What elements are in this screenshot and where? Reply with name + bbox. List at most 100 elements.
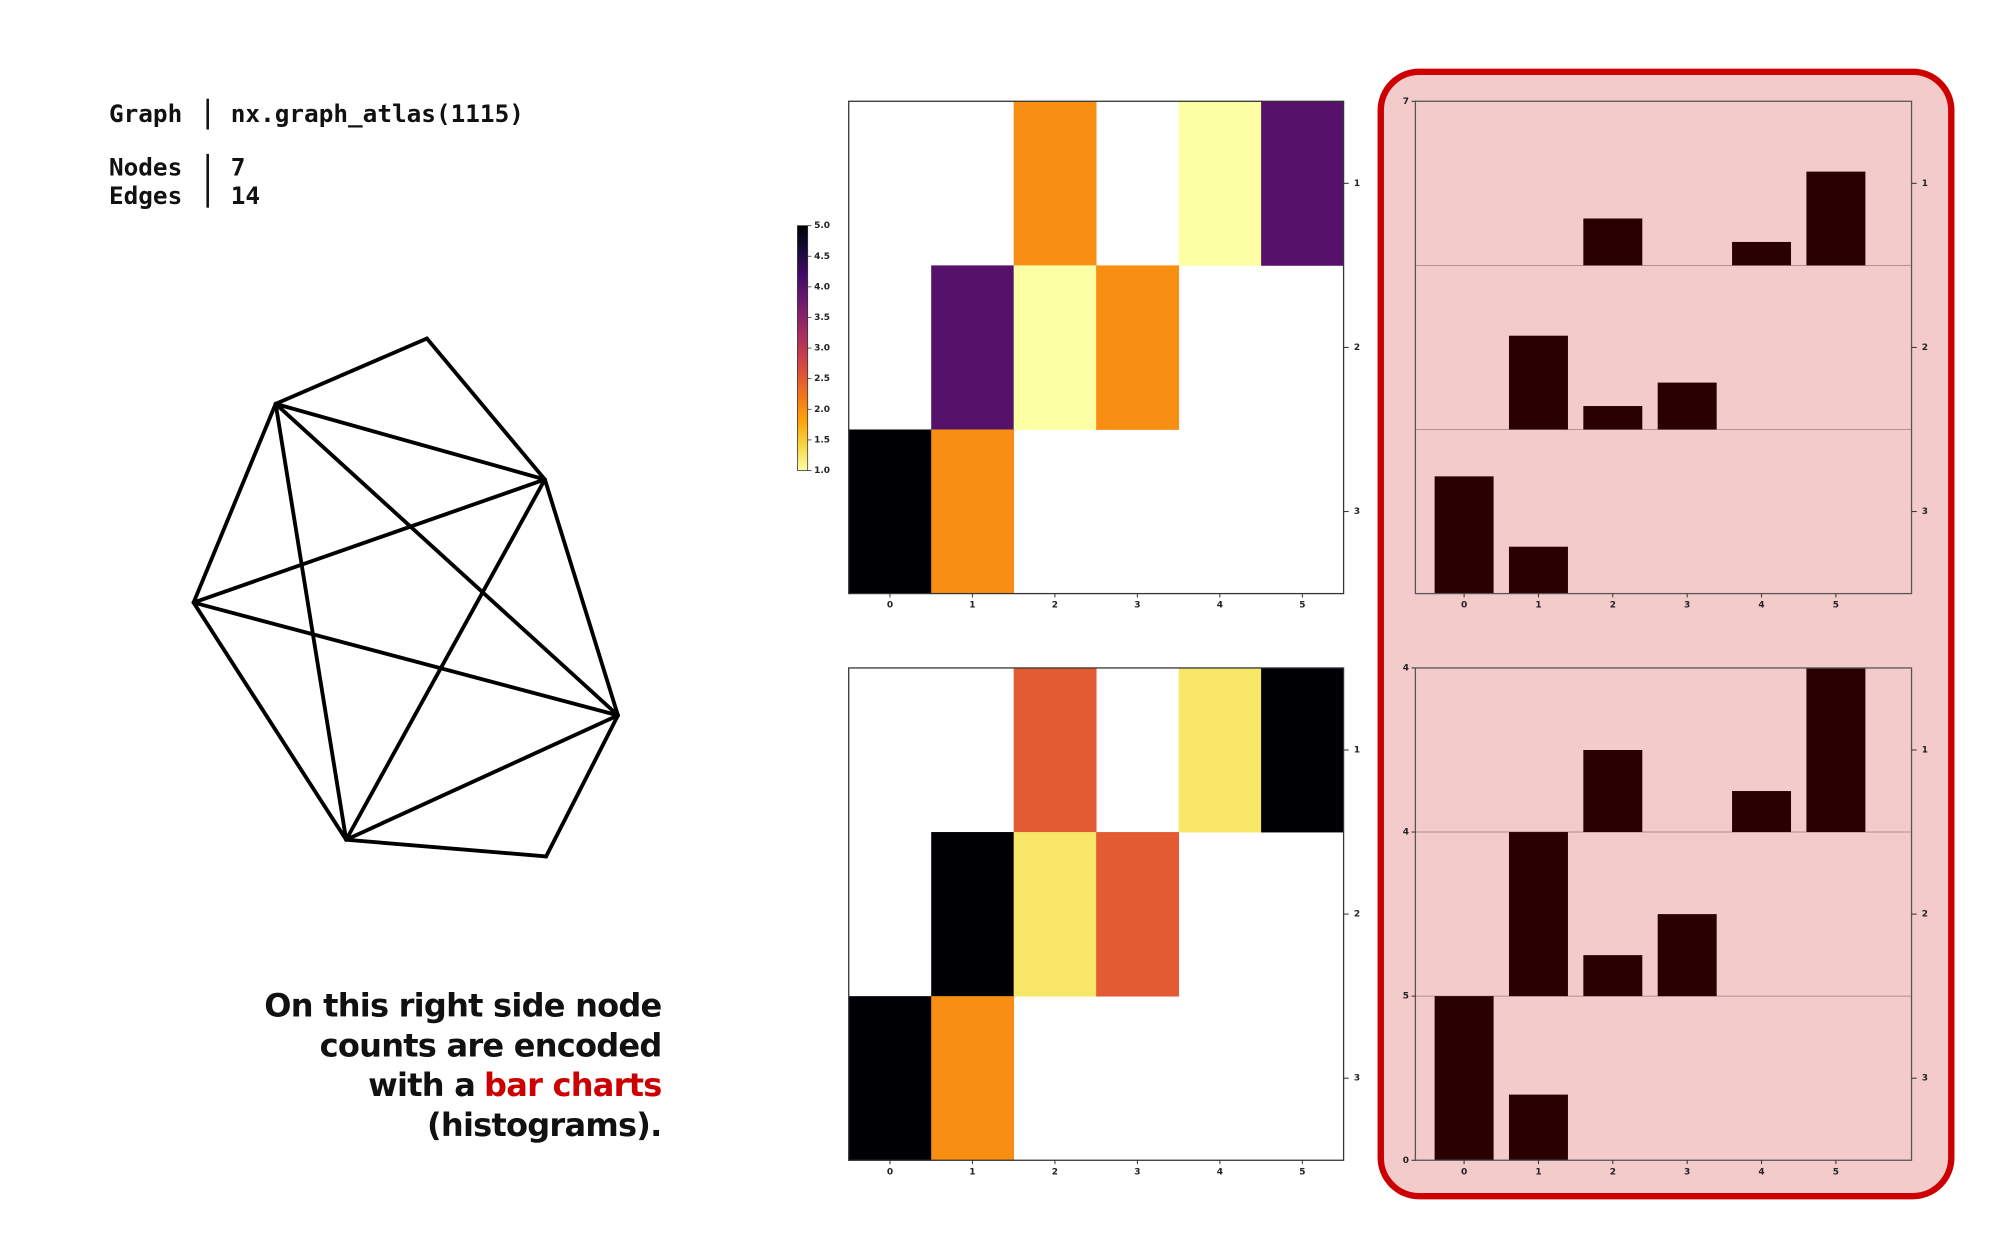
x-tick-label: 1	[969, 1167, 975, 1177]
heatmap-cell	[1178, 667, 1262, 833]
x-tick-label: 4	[1217, 601, 1223, 611]
edge	[273, 401, 349, 842]
info-label: Nodes	[109, 153, 182, 182]
bar	[1434, 996, 1494, 1161]
heatmap-cell	[1261, 101, 1344, 266]
annotation-line: counts are encoded	[320, 1026, 662, 1064]
bar	[1657, 382, 1717, 430]
bar	[1583, 218, 1643, 266]
heatmap-cell	[848, 429, 932, 594]
row-label: 1	[1922, 746, 1928, 756]
bar	[1806, 171, 1866, 266]
heatmap-cell	[931, 265, 1015, 430]
edge	[273, 401, 620, 718]
edge	[425, 336, 547, 482]
heatmap-cell	[1013, 265, 1097, 430]
colorbar-tick-label: 2.5	[814, 374, 830, 384]
x-tick-label: 4	[1758, 1167, 1764, 1177]
heatmap-cell	[848, 996, 932, 1161]
bar	[1583, 750, 1643, 833]
x-tick-label: 3	[1134, 601, 1140, 611]
edge	[344, 477, 547, 842]
colorbar-tick-label: 4.5	[814, 252, 830, 262]
colorbar-tick-label: 1.5	[814, 435, 830, 445]
x-tick-label: 4	[1758, 601, 1764, 611]
x-tick-label: 2	[1610, 601, 1616, 611]
row-label: 1	[1922, 179, 1928, 189]
x-tick-label: 5	[1833, 601, 1839, 611]
info-value: nx.graph_atlas(1115)	[231, 99, 524, 128]
x-tick-label: 0	[1461, 1167, 1467, 1177]
x-tick-label: 4	[1217, 1167, 1223, 1177]
edge	[191, 401, 278, 605]
info-value: 7	[231, 153, 246, 182]
edge	[344, 837, 549, 859]
bar	[1434, 476, 1494, 594]
row-label: 2	[1354, 910, 1360, 920]
heatmap-cell	[1178, 101, 1262, 266]
x-tick-label: 5	[1299, 1167, 1305, 1177]
x-tick-label: 3	[1684, 1167, 1690, 1177]
info-label: Edges	[109, 181, 182, 210]
info-value: 14	[231, 181, 260, 210]
heatmap-cell	[1096, 265, 1180, 430]
edge	[273, 336, 429, 406]
row-label: 2	[1922, 910, 1928, 920]
heatmap-cell	[1013, 101, 1097, 266]
colorbar-tick-label: 4.0	[814, 282, 830, 292]
info-block: Graph nx.graph_atlas(1115) Nodes 7 Edges…	[109, 98, 524, 210]
bar	[1806, 667, 1866, 833]
heatmap-cell	[931, 429, 1015, 594]
x-tick-label: 1	[969, 601, 975, 611]
row-label: 3	[1354, 1074, 1360, 1084]
x-tick-label: 3	[1684, 601, 1690, 611]
bar	[1508, 832, 1568, 997]
row-label: 3	[1922, 1074, 1928, 1084]
row-label: 3	[1354, 507, 1360, 517]
charts: 0 1 2 3 4 5 1 2 3 1.0 1.5 2.0 2.5 3.0 3.5 4.0 4.5 5.0 0 1 2 3…	[797, 97, 1928, 1177]
annotation-text: with a	[368, 1066, 475, 1104]
y-tick-label: 0	[1403, 1156, 1409, 1166]
x-tick-label: 2	[1052, 601, 1058, 611]
bar	[1583, 406, 1643, 430]
x-tick-label: 5	[1299, 601, 1305, 611]
colorbar-tick-label: 2.0	[814, 405, 830, 415]
bar	[1657, 914, 1717, 997]
colorbar-tick-label: 3.0	[814, 344, 830, 354]
edge	[191, 600, 620, 718]
edge	[542, 477, 620, 718]
graph-drawing	[191, 336, 620, 859]
bar	[1732, 241, 1792, 266]
heatmap-cell	[931, 996, 1015, 1161]
heatmap-cell	[931, 832, 1015, 997]
heatmap-cell	[1013, 667, 1097, 833]
x-tick-label: 0	[887, 601, 893, 611]
edge	[273, 401, 547, 482]
row-label: 1	[1354, 746, 1360, 756]
colorbar	[797, 225, 809, 471]
x-tick-label: 2	[1052, 1167, 1058, 1177]
heatmap-cell	[1013, 832, 1097, 997]
x-tick-label: 5	[1833, 1167, 1839, 1177]
x-tick-label: 0	[1461, 601, 1467, 611]
annotation: On this right side node counts are encod…	[264, 987, 662, 1144]
heatmap-cell	[1096, 832, 1180, 997]
info-label: Graph	[109, 99, 182, 128]
edge	[544, 713, 620, 859]
bar	[1583, 955, 1643, 997]
x-tick-label: 1	[1535, 601, 1541, 611]
edge	[191, 600, 349, 842]
annotation-line: (histograms).	[427, 1106, 662, 1144]
row-label: 3	[1922, 507, 1928, 517]
x-tick-label: 2	[1610, 1167, 1616, 1177]
annotation-line: On this right side node	[264, 987, 661, 1025]
y-tick-label: 5	[1403, 992, 1409, 1002]
x-tick-label: 1	[1535, 1167, 1541, 1177]
annotation-highlight: bar charts	[484, 1066, 661, 1104]
y-tick-label: 7	[1403, 97, 1409, 107]
row-label: 2	[1922, 343, 1928, 353]
bar	[1732, 791, 1792, 833]
colorbar-tick-label: 5.0	[814, 221, 830, 231]
bar	[1508, 546, 1568, 594]
